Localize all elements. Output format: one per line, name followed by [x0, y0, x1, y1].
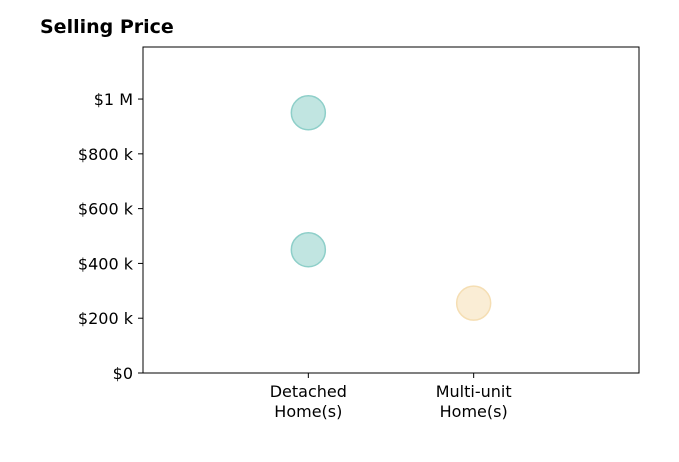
y-tick-label: $200 k — [78, 309, 134, 328]
y-tick-label: $800 k — [78, 145, 134, 164]
x-tick-label: Detached Home(s) — [270, 382, 347, 421]
chart-title: Selling Price — [40, 16, 174, 38]
data-point — [290, 231, 327, 268]
y-tick-label: $0 — [113, 364, 133, 383]
y-tick-label: $1 M — [94, 90, 133, 109]
plot-frame — [142, 46, 640, 374]
y-tick-label: $600 k — [78, 200, 134, 219]
data-point — [290, 94, 327, 131]
x-tick-label: Multi-unit Home(s) — [436, 382, 512, 421]
data-point — [455, 285, 492, 321]
y-tick-label: $400 k — [78, 254, 134, 273]
